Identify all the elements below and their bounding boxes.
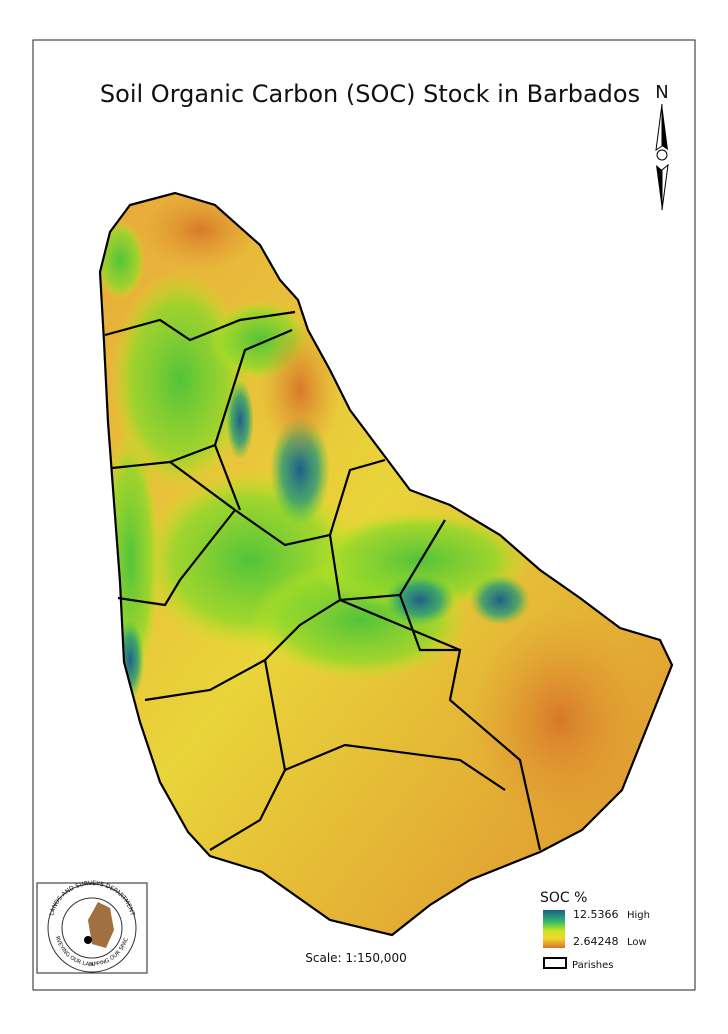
- soc-raster: [100, 193, 672, 935]
- logo-text-bottom-right: MAPPING OUR SPACES: [0, 0, 130, 968]
- legend: SOC % 12.5366 High 2.64248 Low Parishes: [540, 890, 650, 971]
- legend-low-label: Low: [627, 937, 647, 948]
- logo-text-bottom-right: MAPPING OUR SPACES: [0, 0, 130, 968]
- legend-title: SOC %: [540, 890, 587, 906]
- north-label: N: [655, 82, 668, 103]
- north-arrow: N: [655, 82, 669, 211]
- legend-parish-swatch: [543, 957, 567, 969]
- logo-text-bottom-left: SURVEYING OUR LANDS: [0, 0, 93, 968]
- parish-boundaries: [98, 191, 674, 937]
- legend-high-value: 12.5366: [573, 908, 619, 921]
- legend-parishes: Parishes: [572, 960, 614, 971]
- map-frame: [32, 39, 696, 991]
- legend-low-value: 2.64248: [573, 935, 619, 948]
- legend-high-label: High: [627, 910, 650, 921]
- map-title: Soil Organic Carbon (SOC) Stock in Barba…: [100, 80, 640, 108]
- logo-text-bottom-left: SURVEYING OUR LANDS: [0, 0, 93, 968]
- legend-ramp: [543, 910, 565, 948]
- scale-text: Scale: 1:150,000: [305, 951, 406, 965]
